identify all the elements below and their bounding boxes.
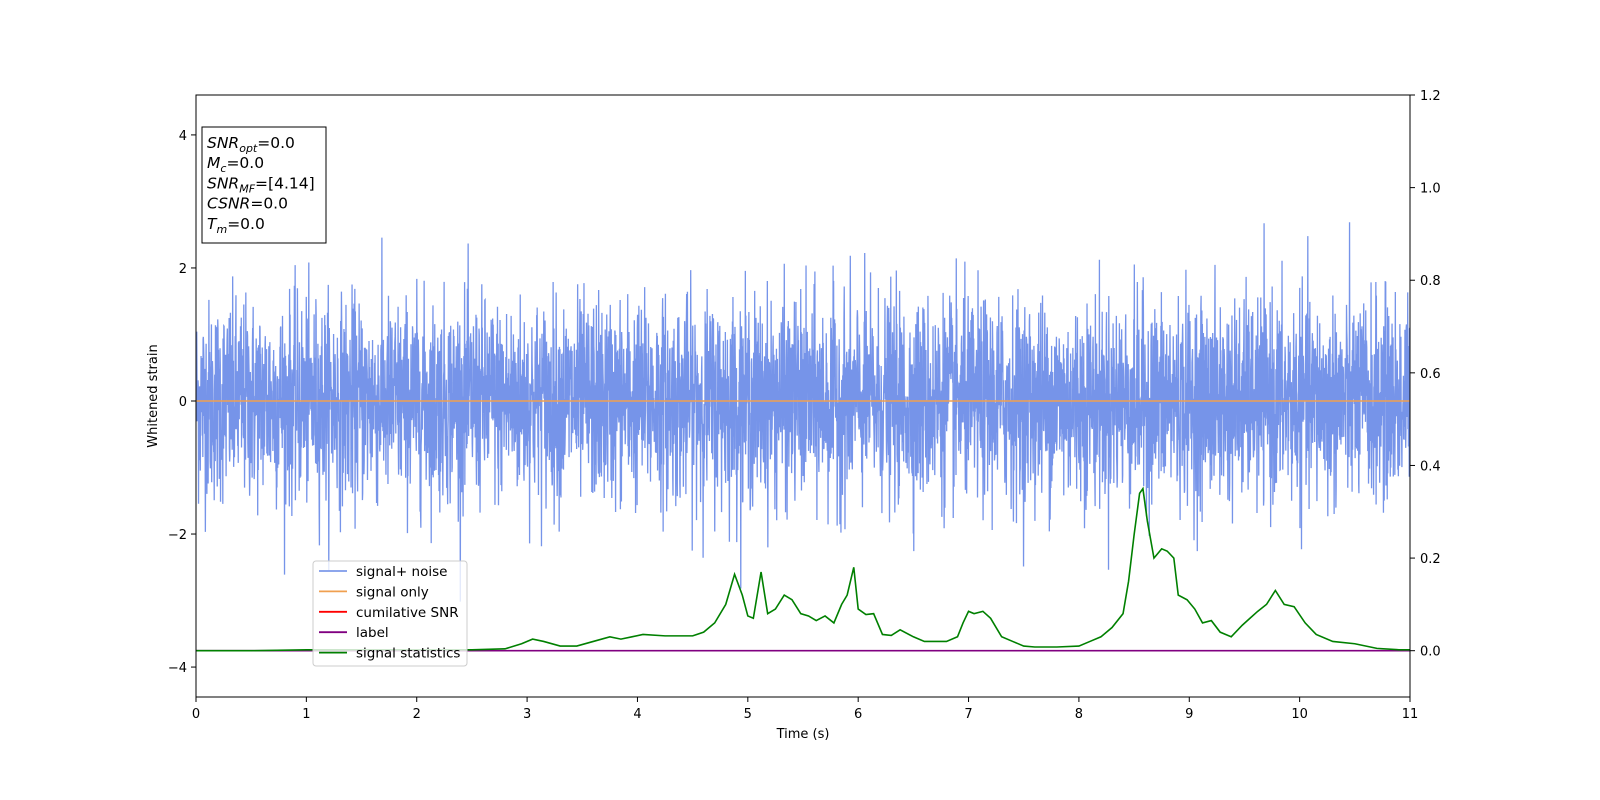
legend-label: signal only: [356, 584, 429, 600]
info-symbol: M: [207, 154, 220, 172]
x-tick-label: 6: [854, 707, 862, 722]
y-right-tick-label: 1.0: [1420, 182, 1441, 197]
info-line: Mc=0.0: [207, 154, 264, 175]
x-axis-label: Time (s): [776, 727, 830, 742]
legend: signal+ noise signal only cumilative SNR la…: [312, 560, 468, 667]
x-tick-label: 1: [302, 707, 310, 722]
y-right-tick-label: 0.8: [1420, 274, 1441, 289]
series-signal-statistics: [196, 486, 1410, 652]
axes: 0 1 2 3 4 5 6 7 8 9 10 11 4 2 0 −2 −4 1.2 1.0 0.8 0.6 0.4 0.2 0…: [146, 89, 1441, 742]
x-tick-label: 8: [1075, 707, 1083, 722]
y-right-tick-label: 1.2: [1420, 89, 1441, 104]
y-right-tick-label: 0.4: [1420, 459, 1441, 474]
x-tick-label: 5: [744, 707, 752, 722]
info-symbol: T: [207, 215, 218, 233]
y-left-tick-label: −2: [168, 528, 187, 543]
info-value: =0.0: [257, 134, 295, 152]
y-left-tick-label: −4: [168, 661, 187, 676]
legend-label: signal+ noise: [356, 564, 447, 580]
info-subscript: m: [216, 223, 227, 236]
x-tick-label: 11: [1402, 707, 1419, 722]
x-tick-label: 10: [1291, 707, 1308, 722]
y-left-tick-label: 4: [179, 129, 187, 144]
info-value: =0.0: [227, 215, 265, 233]
info-line: SNRMF=[4.14]: [207, 174, 315, 195]
x-tick-label: 7: [964, 707, 972, 722]
plot-frame: [195, 94, 1411, 698]
info-box-frame: [201, 126, 327, 244]
info-line: CSNR=0.0: [207, 195, 288, 213]
info-symbol: SNR: [207, 134, 239, 152]
x-tick-label: 0: [192, 707, 200, 722]
info-symbol: CSNR: [207, 195, 250, 213]
x-tick-label: 2: [413, 707, 421, 722]
legend-frame: [312, 560, 468, 667]
legend-label: cumilative SNR: [356, 605, 459, 621]
info-line: Tm=0.0: [207, 215, 265, 236]
info-symbol: SNR: [207, 174, 239, 192]
series-signal-noise: [196, 222, 1410, 602]
legend-label: label: [356, 625, 389, 641]
info-value: =[4.14]: [255, 174, 315, 192]
info-subscript: c: [220, 162, 226, 175]
legend-label: signal statistics: [356, 646, 460, 662]
y-axis-label: Whitened strain: [146, 344, 161, 447]
x-tick-label: 9: [1185, 707, 1193, 722]
info-subscript: MF: [239, 182, 255, 195]
info-subscript: opt: [239, 142, 258, 155]
y-right-tick-label: 0.6: [1420, 367, 1441, 382]
info-box: SNRopt=0.0Mc=0.0SNRMF=[4.14]CSNR=0.0Tm=0…: [201, 126, 327, 244]
x-tick-label: 3: [523, 707, 531, 722]
y-right-tick-label: 0.0: [1420, 645, 1441, 660]
x-tick-label: 4: [633, 707, 641, 722]
info-value: =0.0: [250, 195, 288, 213]
y-right-tick-label: 0.2: [1420, 552, 1441, 567]
y-left-tick-label: 2: [179, 262, 187, 277]
info-value: =0.0: [226, 154, 264, 172]
info-line: SNRopt=0.0: [207, 134, 295, 155]
y-left-tick-label: 0: [179, 395, 187, 410]
